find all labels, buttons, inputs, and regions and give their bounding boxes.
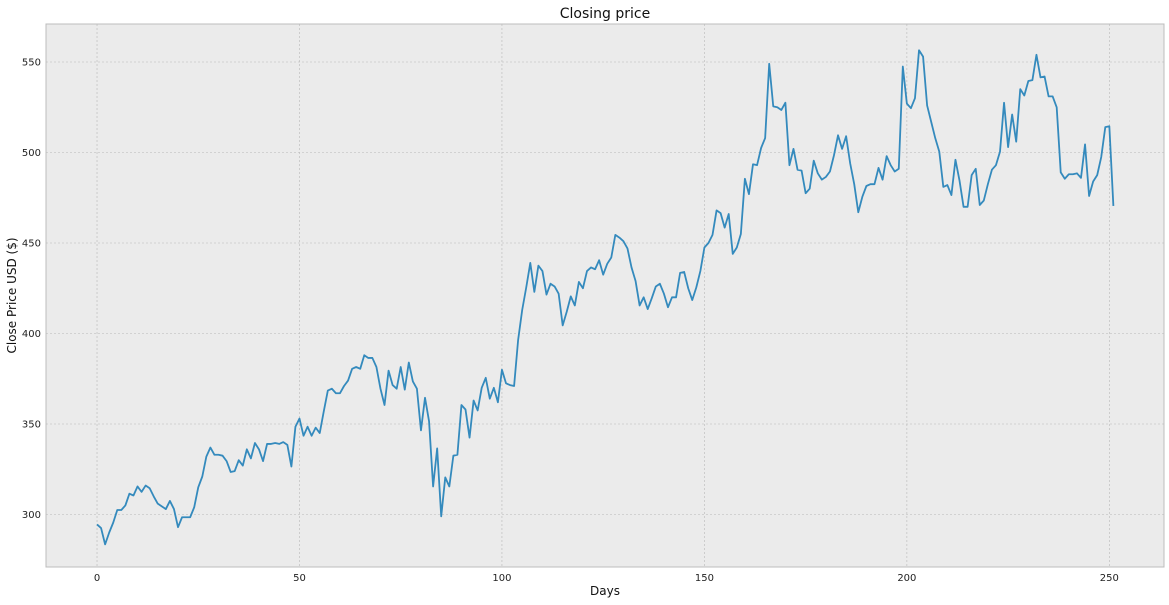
x-tick-label: 200 [897, 573, 916, 584]
x-tick-label: 150 [695, 573, 714, 584]
series-line-close-price [96, 49, 1115, 546]
y-tick-label: 300 [22, 510, 41, 521]
plot-area [45, 23, 1165, 568]
x-tick-label: 0 [94, 573, 100, 584]
x-tick-label: 100 [492, 573, 511, 584]
y-axis-ticks: 300 350 400 450 500 550 [22, 58, 41, 522]
grid-lines [46, 24, 1164, 567]
y-axis-label: Close Price USD ($) [5, 237, 19, 353]
x-tick-label: 250 [1100, 573, 1119, 584]
y-tick-label: 500 [22, 148, 41, 159]
y-tick-label: 400 [22, 329, 41, 340]
y-tick-label: 350 [22, 420, 41, 431]
y-tick-label: 450 [22, 239, 41, 250]
x-tick-label: 50 [293, 573, 306, 584]
x-axis-label: Days [590, 584, 620, 598]
x-axis-ticks: 0 50 100 150 200 250 [94, 573, 1119, 584]
y-tick-label: 550 [22, 58, 41, 69]
chart-title: Closing price [560, 6, 650, 22]
